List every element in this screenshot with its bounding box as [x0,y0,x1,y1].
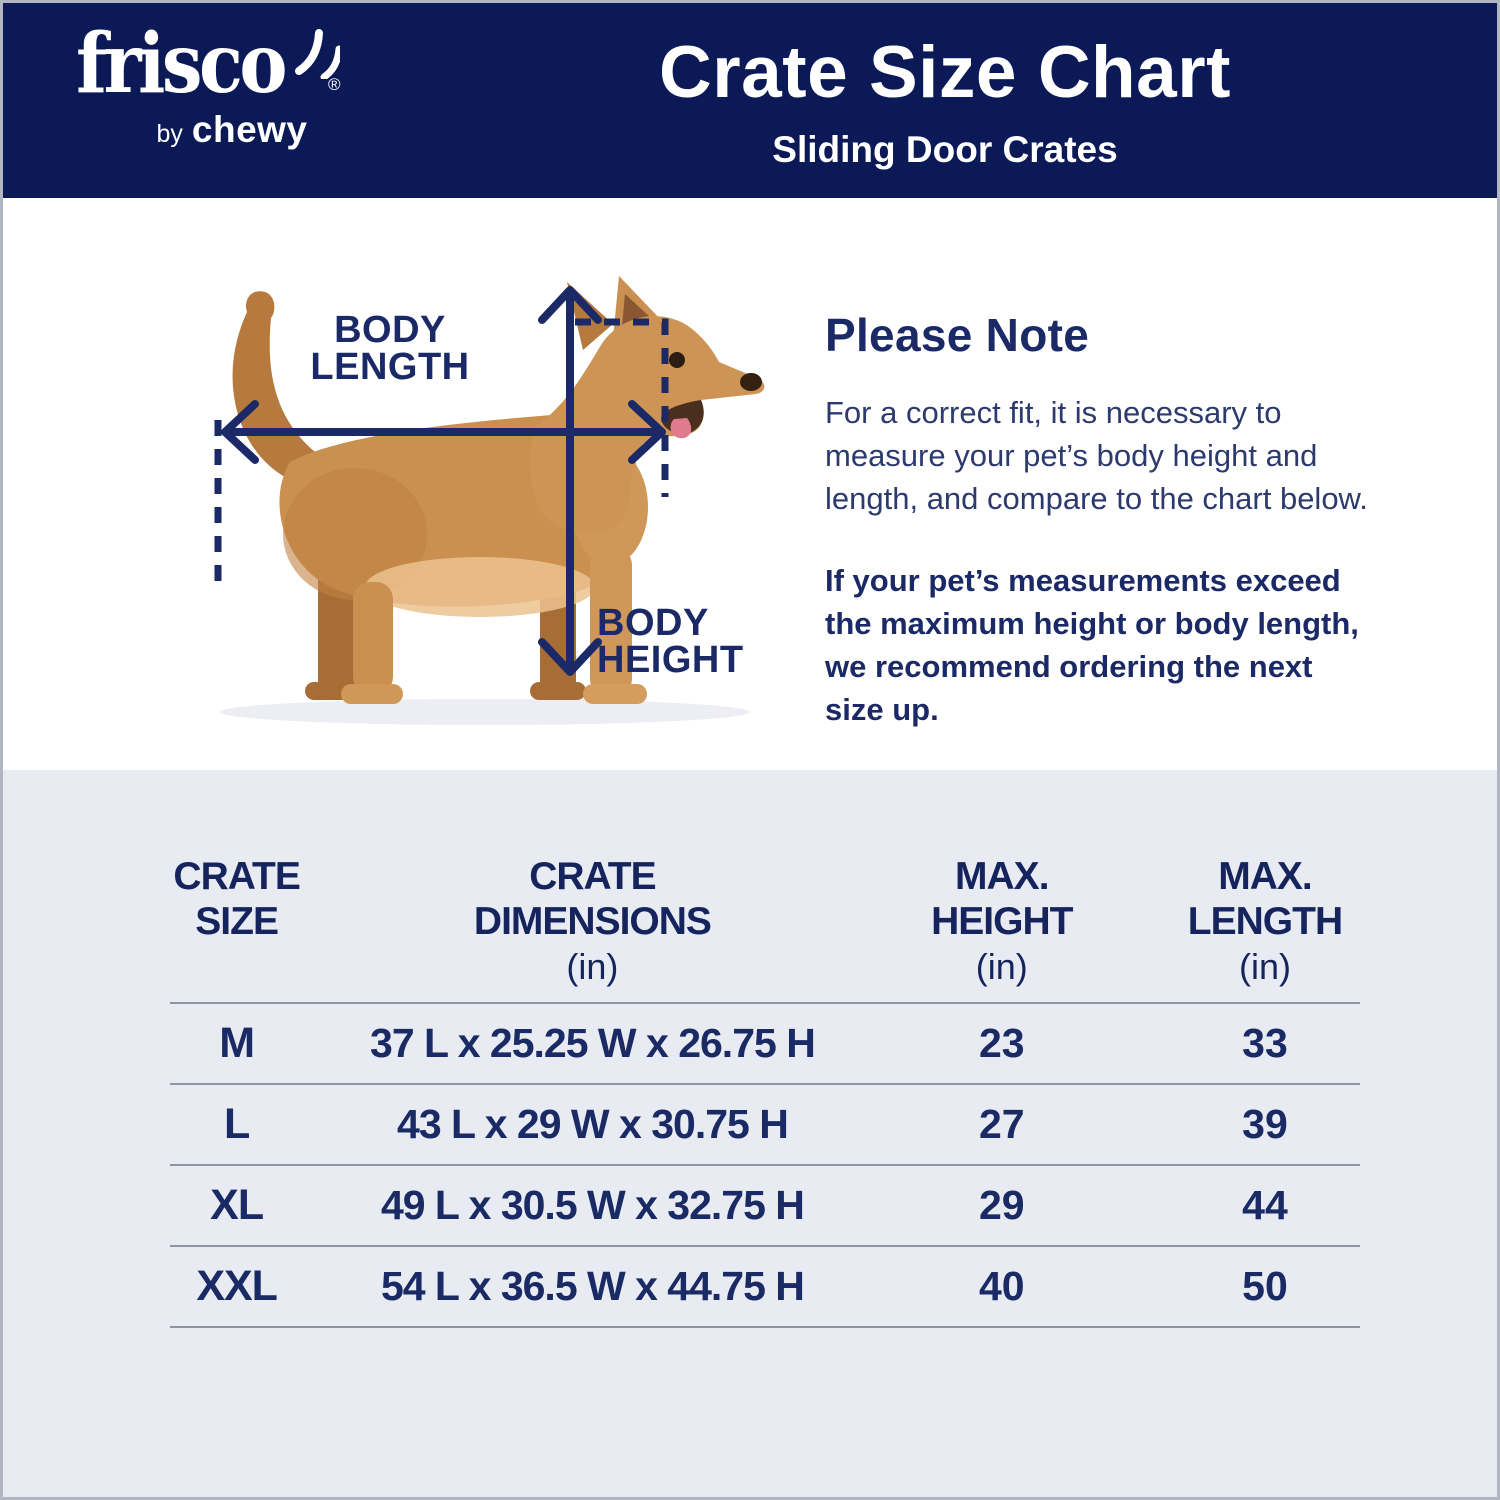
body-height-label-line1: BODY [597,602,709,644]
cell-max-height: 27 [978,1101,1025,1147]
col0-line2: SIZE [195,900,279,943]
table-row-l: L 43 L x 29 W x 30.75 H 27 39 [170,1083,1360,1164]
cell-max-height: 29 [978,1182,1025,1228]
column-header-max-length: MAX. LENGTH (in) [1122,854,1360,989]
cell-max-height: 23 [978,1020,1025,1066]
col1-unit: (in) [566,946,619,987]
chewy-brand-text: chewy [191,109,308,150]
cell-max-length: 39 [1242,1101,1288,1147]
table-row-m: M 37 L x 25.25 W x 26.75 H 23 33 [170,1002,1360,1083]
cell-size: L [223,1100,250,1148]
cell-size: XXL [196,1262,278,1310]
chewy-byline: by chewy [156,109,307,151]
col3-line2: LENGTH [1187,900,1343,943]
size-table-section: CRATE SIZE CRATE DIMENSIONS (in) MAX. HE… [3,770,1497,1497]
frisco-logo-wordmark: frisco ® [76,23,341,105]
frisco-brand-text: frisco [75,16,288,112]
table-body: M 37 L x 25.25 W x 26.75 H 23 33 L 43 L … [170,1002,1360,1328]
measurement-guide-section: BODY LENGTH BODY HEIGHT Please Note For … [3,198,1497,770]
cell-max-height: 40 [978,1263,1025,1309]
cell-dimensions: 43 L x 29 W x 30.75 H [397,1101,789,1147]
dashed-guide-lines [214,318,669,592]
dog-illustration [220,276,765,725]
table-header-row: CRATE SIZE CRATE DIMENSIONS (in) MAX. HE… [170,854,1360,989]
note-emphasis-text: If your pet’s measurements exceed the ma… [825,563,1359,727]
column-header-crate-size: CRATE SIZE [170,854,303,989]
col2-line1: MAX. [955,855,1050,898]
column-header-max-height: MAX. HEIGHT (in) [882,854,1122,989]
header-banner: frisco ® by chewy Crate Size Chart Slidi… [3,3,1497,198]
cell-dimensions: 49 L x 30.5 W x 32.75 H [380,1182,805,1228]
cell-size: M [219,1019,255,1067]
cell-max-length: 50 [1242,1263,1288,1309]
body-length-arrow [221,400,666,464]
col2-unit: (in) [975,946,1028,987]
dog-measurement-diagram: BODY LENGTH BODY HEIGHT [185,262,795,732]
logo-flick-icon [294,29,340,79]
body-height-label-line2: HEIGHT [597,639,744,681]
cell-dimensions: 37 L x 25.25 W x 26.75 H [370,1020,816,1066]
col2-line2: HEIGHT [931,900,1073,943]
body-height-arrow [538,286,602,676]
col3-unit: (in) [1238,946,1291,987]
body-length-label: BODY LENGTH [275,309,505,388]
table-row-xl: XL 49 L x 30.5 W x 32.75 H 29 44 [170,1164,1360,1245]
table-row-xxl: XXL 54 L x 36.5 W x 44.75 H 40 50 [170,1245,1360,1326]
col1-line1: CRATE [529,855,656,898]
body-height-label: BODY HEIGHT [597,602,744,681]
col3-line1: MAX. [1218,855,1313,898]
col1-line2: DIMENSIONS [473,900,712,943]
page-title: Crate Size Chart [659,32,1231,113]
please-note-block: Please Note For a correct fit, it is nec… [825,308,1373,731]
cell-dimensions: 54 L x 36.5 W x 44.75 H [380,1263,805,1309]
col0-line1: CRATE [173,855,300,898]
page-subtitle: Sliding Door Crates [772,129,1118,170]
cell-max-length: 33 [1242,1020,1288,1066]
registered-mark: ® [327,75,341,94]
cell-size: XL [210,1181,264,1229]
column-header-crate-dimensions: CRATE DIMENSIONS (in) [303,854,881,989]
frisco-logo: frisco ® by chewy [58,23,358,151]
note-body-text: For a correct fit, it is necessary to me… [825,395,1368,516]
body-length-label-line1: BODY [334,309,446,351]
body-length-label-line2: LENGTH [310,346,470,388]
header-titles: Crate Size Chart Sliding Door Crates [403,35,1487,171]
byline-by-text: by [156,120,183,148]
dog-diagram-canvas [214,276,765,725]
cell-max-length: 44 [1242,1182,1288,1228]
note-heading: Please Note [825,309,1090,361]
